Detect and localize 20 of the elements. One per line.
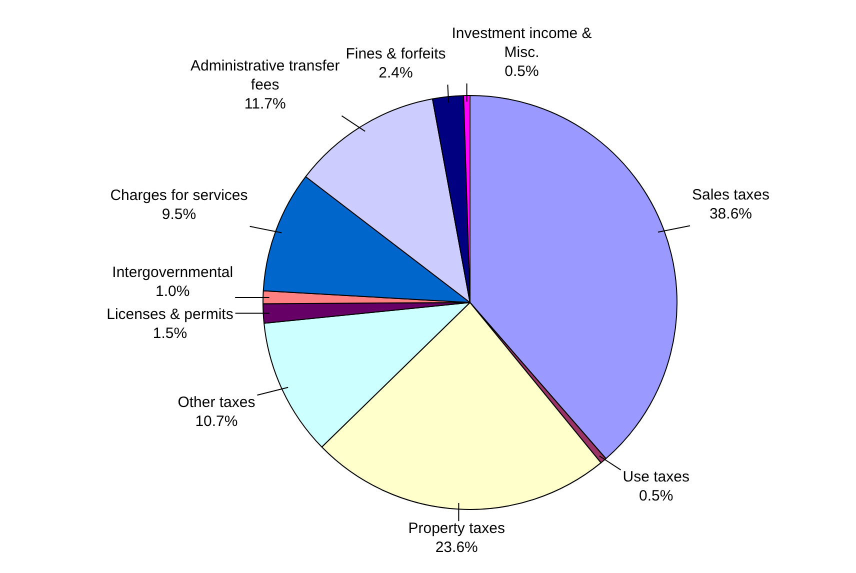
slice-label: Investment income & Misc. bbox=[452, 25, 592, 62]
slice-label: Other taxes bbox=[178, 394, 256, 411]
slice-label: Property taxes bbox=[408, 520, 505, 537]
data-label: 1.0% bbox=[156, 283, 190, 300]
data-label: 9.5% bbox=[162, 206, 196, 224]
slice-label: Sales taxes bbox=[692, 186, 770, 204]
slice-label: Intergovernmental bbox=[112, 264, 234, 282]
data-label: 2.4% bbox=[378, 64, 413, 82]
slice-label: Charges for services bbox=[110, 187, 248, 204]
data-label: 1.5% bbox=[152, 325, 188, 342]
data-label: 0.5% bbox=[504, 63, 539, 80]
slice-label: Fines & forfeits bbox=[346, 45, 446, 62]
slice-label: Use taxes bbox=[622, 468, 690, 486]
data-label: 10.7% bbox=[195, 412, 238, 430]
slice-label: Licenses & permits bbox=[106, 306, 234, 324]
data-label: 11.7% bbox=[244, 95, 286, 112]
data-label: 38.6% bbox=[709, 205, 752, 222]
data-label: 0.5% bbox=[639, 488, 674, 505]
slice-label: Administrative transfer fees bbox=[190, 57, 340, 94]
data-label: 23.6% bbox=[435, 538, 478, 556]
